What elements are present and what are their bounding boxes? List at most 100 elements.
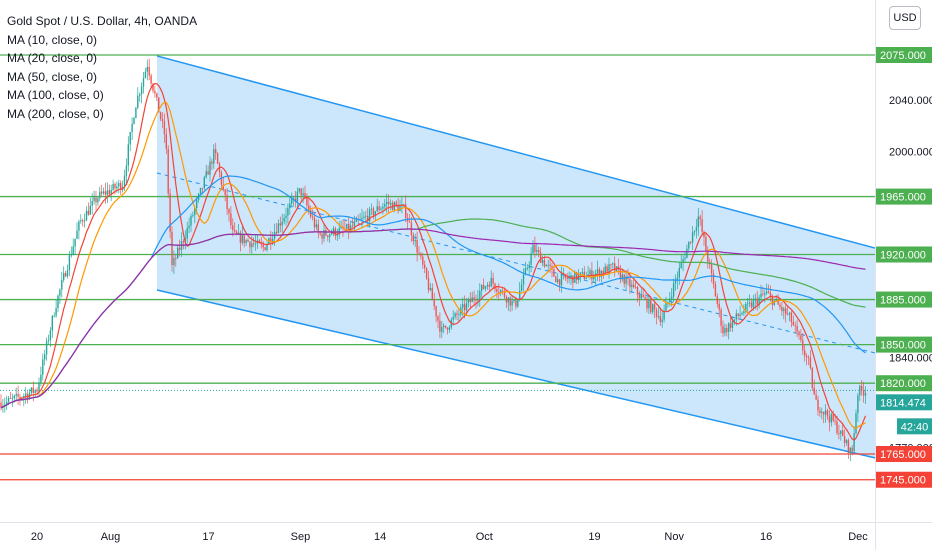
candle-body (817, 399, 819, 411)
indicator-ma100-label[interactable]: MA (100, close, 0) (7, 88, 104, 102)
level-price-tag[interactable] (876, 446, 932, 462)
candle-body (405, 204, 407, 218)
candle-body (110, 189, 112, 195)
candle-body (650, 299, 652, 313)
candle-body (511, 301, 513, 306)
level-price-tag[interactable] (876, 336, 932, 353)
candle-body (414, 239, 416, 242)
candle-body (384, 203, 386, 207)
ma10-line[interactable] (0, 82, 867, 441)
ma20-line[interactable] (0, 101, 866, 429)
candle-body (640, 294, 642, 299)
ma200-line[interactable] (0, 228, 866, 409)
candle-body (51, 315, 53, 331)
candle-body (279, 223, 281, 226)
indicator-ma50-label[interactable]: MA (50, close, 0) (7, 69, 98, 84)
candle-body (500, 290, 502, 293)
indicator-ma20-label[interactable]: MA (20, close, 0) (7, 51, 98, 65)
candle-body (807, 357, 810, 358)
candle-body (251, 243, 253, 248)
time-tick-label: 16 (760, 531, 772, 543)
level-price-label: 1885.000 (880, 295, 926, 307)
candle-body (133, 117, 135, 124)
time-tick-label: Aug (101, 531, 121, 543)
candle-body (519, 290, 521, 301)
candle-body (300, 188, 302, 196)
candle-body (325, 230, 327, 236)
candle-body (842, 430, 844, 437)
countdown-tag (897, 418, 932, 435)
candle-body (302, 193, 304, 196)
candle-body (505, 297, 508, 303)
candle-body (378, 206, 380, 211)
candle-body (471, 297, 473, 302)
candle-body (862, 390, 865, 396)
candle-body (85, 210, 88, 221)
candle-body (775, 299, 777, 301)
candle-body (216, 153, 219, 164)
current-price-tag[interactable] (876, 394, 932, 411)
currency-button[interactable]: USD (889, 6, 921, 30)
channel-upper-line[interactable] (156, 55, 876, 249)
candle-body (11, 397, 14, 399)
channel-lower-line[interactable] (156, 289, 876, 459)
candle-body (682, 259, 684, 263)
candle-body (178, 247, 181, 250)
candle-body (323, 230, 325, 239)
candle-body (156, 93, 158, 98)
candle-body (657, 316, 660, 317)
candle-body (484, 286, 487, 289)
candle-body (416, 239, 418, 253)
candle-body (253, 243, 255, 245)
candle-body (120, 183, 122, 190)
candle-body (798, 331, 800, 336)
candle-body (805, 355, 808, 358)
candle-body (55, 308, 57, 316)
indicator-ma200-label[interactable]: MA (200, close, 0) (7, 106, 104, 121)
level-price-tag[interactable] (876, 291, 932, 308)
candle-body (163, 121, 166, 135)
candle-body (467, 299, 470, 304)
candle-body (614, 263, 616, 271)
candle-body (760, 293, 762, 298)
level-price-tag[interactable] (876, 47, 932, 63)
candle-body (68, 255, 71, 271)
candle-body (444, 325, 447, 328)
candle-body (9, 398, 12, 399)
candle-body (99, 191, 101, 199)
candle-body (127, 144, 129, 166)
candle-body (45, 341, 48, 355)
candle-body (74, 238, 76, 247)
level-price-tag[interactable] (876, 375, 932, 392)
candle-body (458, 314, 460, 316)
candle-body (275, 231, 278, 234)
level-price-label: 1820.000 (880, 378, 926, 390)
level-price-tag[interactable] (876, 471, 932, 488)
candle-body (665, 303, 667, 311)
candle-body (705, 237, 707, 251)
candle-body (703, 231, 705, 238)
candle-body (186, 228, 188, 239)
candle-body (652, 304, 654, 313)
indicator-ma10-label[interactable]: MA (10, close, 0) (7, 32, 98, 47)
time-tick-label: Dec (848, 531, 868, 543)
candle-body (857, 395, 859, 414)
candle-body (42, 359, 44, 375)
candle-body (203, 177, 205, 189)
current-price-label: 1814.474 (880, 397, 926, 409)
candle-body (228, 209, 230, 214)
candle-body (804, 350, 806, 356)
level-price-tag[interactable] (876, 246, 932, 263)
candle-body (557, 279, 559, 283)
candle-body (38, 382, 40, 392)
candle-body (655, 309, 658, 317)
candle-body (209, 161, 211, 175)
candle-body (95, 197, 97, 203)
level-price-tag[interactable] (876, 188, 932, 205)
candle-body (34, 390, 36, 393)
candle-body (355, 219, 357, 222)
channel-mid-line[interactable] (156, 172, 876, 354)
candle-body (492, 277, 494, 284)
candle-body (714, 284, 717, 297)
